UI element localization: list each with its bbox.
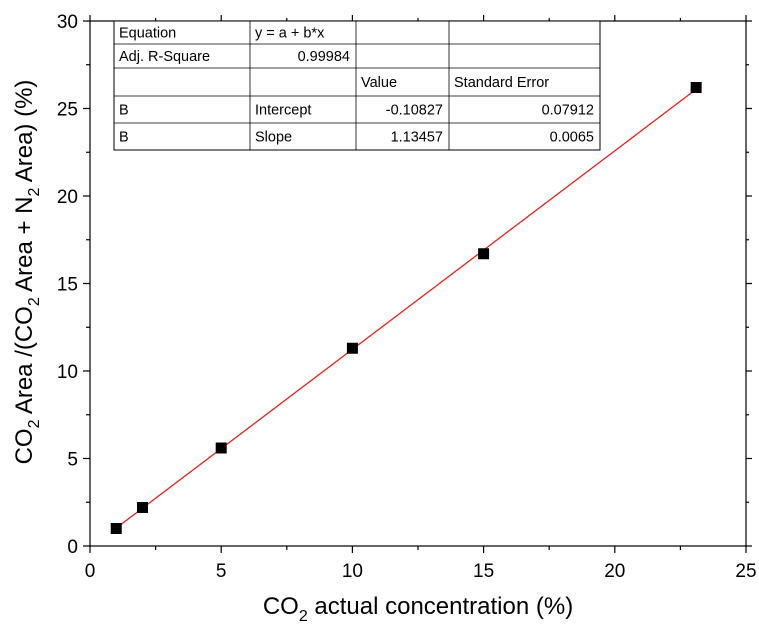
- fit-line: [115, 88, 697, 529]
- fit-table-cell: -0.10827: [386, 103, 443, 119]
- x-tick-label: 10: [342, 561, 363, 582]
- data-point: [346, 342, 358, 354]
- fit-line-group: [115, 88, 697, 529]
- x-tick-label: 0: [85, 561, 96, 582]
- y-tick-label: 30: [57, 12, 78, 33]
- fit-table-cell: Slope: [255, 130, 292, 146]
- fit-table-cell: Intercept: [255, 103, 311, 119]
- y-tick-label: 15: [57, 275, 78, 296]
- x-tick-label: 20: [604, 561, 625, 582]
- fit-table-cell: B: [119, 103, 129, 119]
- y-tick-label: 10: [57, 362, 78, 383]
- x-tick-label: 25: [735, 561, 756, 582]
- data-point: [136, 502, 148, 513]
- x-tick-label: 5: [216, 561, 227, 582]
- fit-table-cell: Adj. R-Square: [119, 49, 210, 65]
- fit-table-cell: Standard Error: [454, 75, 549, 91]
- y-tick-label: 5: [67, 450, 78, 471]
- data-point: [690, 82, 702, 93]
- data-points: [110, 82, 702, 534]
- fit-table-cell: Value: [361, 75, 397, 91]
- data-point: [110, 523, 122, 534]
- fit-table-cell: 0.0065: [550, 130, 594, 146]
- y-tick-label: 25: [57, 100, 78, 121]
- y-tick-label: 20: [57, 187, 78, 208]
- fit-table-frame: [113, 20, 601, 151]
- data-point: [478, 248, 490, 260]
- y-axis-title: CO2 Area /(CO2 Area + N2 Area) (%): [11, 80, 43, 465]
- fit-table-cell: 1.13457: [391, 130, 443, 146]
- y-tick-label: 0: [67, 537, 78, 558]
- fit-table-cell: y = a + b*x: [255, 26, 325, 42]
- fit-table-cell: Equation: [119, 26, 176, 42]
- fit-table-cell: B: [119, 130, 129, 146]
- fit-table-cell: 0.99984: [298, 49, 350, 65]
- data-point: [215, 442, 227, 454]
- x-tick-label: 15: [473, 561, 494, 582]
- x-axis-title: CO2 actual concentration (%): [263, 593, 573, 625]
- fit-table: Equation y = a + b*x Adj. R-Square 0.99984 V…: [113, 20, 601, 151]
- fit-table-cell: 0.07912: [542, 103, 594, 119]
